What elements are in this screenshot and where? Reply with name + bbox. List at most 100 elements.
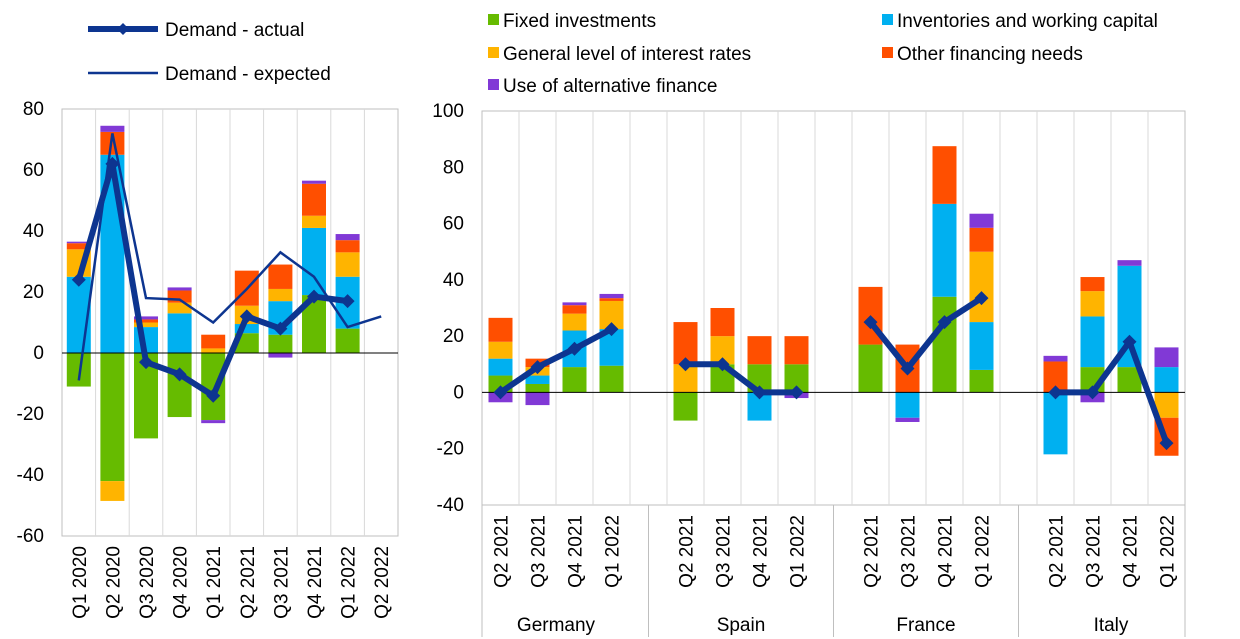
right-demand-actual-point — [567, 341, 582, 356]
right-demand-actual-point — [1085, 385, 1100, 400]
right-x-tick-label: Q2 2021 — [1047, 515, 1068, 588]
left-chart-demand-by-quarter: -60 -40 -20 0 20 40 60 80 Q1 2020 Q2 2020 Q3 2020 Q… — [17, 99, 399, 619]
left-bar-2-alternative_finance — [134, 316, 158, 320]
left-bar-7-interest_rates — [302, 215, 326, 228]
right-bar-germany-3-fixed_investments — [599, 365, 624, 393]
right-bar-germany-1-inventories — [525, 375, 550, 384]
left-x-tick-label: Q3 2020 — [137, 546, 158, 619]
right-bar-italy-0-inventories — [1043, 392, 1068, 455]
left-x-tick-label: Q1 2020 — [70, 546, 91, 619]
left-bar-4-alternative_finance — [201, 420, 226, 424]
right-bar-germany-2-fixed_investments — [562, 367, 587, 393]
right-x-tick-label: Q2 2021 — [862, 515, 883, 588]
left-bar-8-alternative_finance — [335, 234, 360, 241]
left-bar-2-interest_rates — [134, 322, 158, 328]
right-y-tick-label: 60 — [443, 214, 464, 235]
right-bar-spain-0-fixed_investments — [673, 392, 698, 421]
right-bar-italy-1-inventories — [1080, 316, 1105, 368]
right-demand-actual-line-france — [868, 295, 984, 372]
right-chart-demand-by-country: -40 -20 0 20 40 60 80 100 Q2 2021 Q3 2021 Q4 2021 Q… — [432, 101, 1186, 637]
left-bar-6-fixed_investments — [268, 334, 293, 353]
left-bar-3-alternative_finance — [167, 287, 192, 291]
right-x-tick-label: Q4 2021 — [566, 515, 587, 588]
left-bar-4-interest_rates — [201, 348, 226, 353]
right-x-tick-label: Q2 2021 — [677, 515, 698, 588]
right-bar-italy-2-alternative_finance — [1117, 260, 1142, 266]
legend-label-inventories: Inventories and working capital — [897, 11, 1158, 32]
right-y-tick-label: 20 — [443, 326, 464, 347]
right-x-tick-label: Q4 2021 — [1121, 515, 1142, 588]
left-bar-3-fixed_investments — [167, 353, 192, 418]
right-bar-italy-1-interest_rates — [1080, 291, 1105, 317]
country-label-spain: Spain — [717, 615, 766, 636]
right-demand-actual-point — [715, 357, 730, 372]
left-bar-4-other_financing — [201, 334, 226, 349]
right-bar-germany-0-other_financing — [488, 317, 513, 342]
left-bar-1-fixed_investments — [100, 353, 125, 482]
right-demand-actual-line-germany — [498, 326, 613, 395]
right-bar-france-2-fixed_investments — [932, 296, 957, 393]
country-label-germany: Germany — [517, 615, 596, 636]
right-bar-france-3-interest_rates — [969, 251, 994, 323]
right-bar-france-2-other_financing — [932, 146, 957, 204]
right-demand-actual-point — [863, 315, 878, 330]
right-bar-spain-2-other_financing — [747, 336, 772, 365]
right-bar-italy-1-other_financing — [1080, 277, 1105, 292]
right-y-tick-label: 100 — [432, 101, 464, 122]
left-bar-6-interest_rates — [268, 288, 293, 302]
right-y-tick-label: 80 — [443, 157, 464, 178]
left-y-tick-label: 0 — [33, 343, 44, 364]
left-demand-actual-point — [239, 309, 254, 324]
legend-label-other_financing: Other financing needs — [897, 44, 1083, 65]
right-bar-germany-0-interest_rates — [488, 341, 513, 359]
right-bar-italy-3-alternative_finance — [1154, 347, 1179, 368]
left-demand-actual-point — [340, 294, 355, 309]
left-x-tick-label: Q2 2020 — [103, 546, 124, 619]
right-x-tick-label: Q3 2021 — [899, 515, 920, 588]
left-y-tick-label: -40 — [17, 465, 44, 486]
legend-label-fixed_investments: Fixed investments — [503, 11, 656, 32]
left-bar-1-interest_rates — [100, 481, 125, 501]
right-plot-frame — [481, 110, 1186, 506]
right-demand-actual-point — [974, 291, 989, 306]
right-bar-france-3-inventories — [969, 322, 994, 370]
right-bar-spain-3-other_financing — [784, 336, 809, 365]
legend-swatch-alternative_finance — [488, 79, 499, 90]
right-x-tick-label: Q1 2022 — [603, 515, 624, 588]
right-bar-germany-3-other_financing — [599, 298, 624, 301]
right-demand-actual-point — [900, 361, 915, 376]
legend-label-demand_expected: Demand - expected — [165, 64, 331, 85]
right-x-tick-label: Q4 2021 — [936, 515, 957, 588]
right-demand-actual-point — [1122, 334, 1137, 349]
legend-label-interest_rates: General level of interest rates — [503, 44, 751, 65]
right-y-tick-label: -20 — [437, 439, 464, 460]
right-bar-france-3-alternative_finance — [969, 213, 994, 228]
left-bar-5-inventories — [234, 324, 259, 334]
left-bar-0-fixed_investments — [66, 353, 91, 387]
left-y-tick-label: 40 — [23, 221, 44, 242]
left-bar-3-interest_rates — [167, 302, 192, 314]
right-demand-actual-line-italy — [1055, 338, 1170, 445]
legend-label-demand_actual: Demand - actual — [165, 20, 304, 41]
right-demand-actual-point — [1048, 385, 1063, 400]
left-demand-expected-line — [77, 133, 382, 381]
right-demand-actual-line-spain — [685, 361, 797, 396]
left-y-tick-label: -60 — [17, 526, 44, 547]
right-demand-actual-point — [604, 322, 619, 337]
right-x-tick-label: Q1 2022 — [788, 515, 809, 588]
right-x-tick-label: Q2 2021 — [492, 515, 513, 588]
left-bar-4-fixed_investments — [201, 353, 226, 421]
right-bar-italy-0-alternative_finance — [1043, 355, 1068, 362]
legend-demand-actual-marker-icon — [117, 23, 129, 35]
right-x-tick-label: Q3 2021 — [529, 515, 550, 588]
right-bar-germany-0-inventories — [488, 358, 513, 376]
left-demand-actual-point — [206, 388, 221, 403]
right-x-tick-label: Q1 2022 — [1158, 515, 1179, 588]
left-x-tick-label: Q4 2020 — [171, 546, 192, 619]
left-y-tick-label: 20 — [23, 282, 44, 303]
left-bar-2-other_financing — [134, 319, 158, 323]
left-demand-actual-point — [139, 355, 153, 370]
right-legend: Fixed investments Inventories and working… — [488, 11, 1158, 97]
right-x-tick-label: Q4 2021 — [751, 515, 772, 588]
